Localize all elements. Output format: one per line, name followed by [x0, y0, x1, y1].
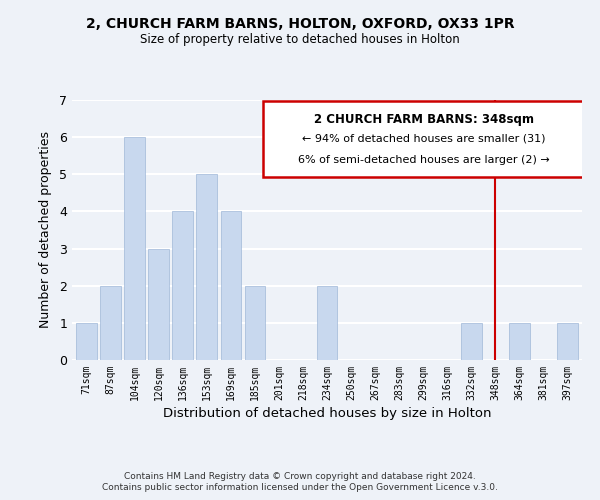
Bar	[557, 323, 578, 360]
Bar	[461, 323, 482, 360]
Bar	[196, 174, 217, 360]
Bar	[124, 137, 145, 360]
Bar	[245, 286, 265, 360]
Text: 2 CHURCH FARM BARNS: 348sqm: 2 CHURCH FARM BARNS: 348sqm	[314, 113, 534, 126]
Text: Size of property relative to detached houses in Holton: Size of property relative to detached ho…	[140, 32, 460, 46]
FancyBboxPatch shape	[263, 102, 584, 176]
Bar	[221, 212, 241, 360]
Bar	[317, 286, 337, 360]
Bar	[509, 323, 530, 360]
X-axis label: Distribution of detached houses by size in Holton: Distribution of detached houses by size …	[163, 407, 491, 420]
Bar	[76, 323, 97, 360]
Y-axis label: Number of detached properties: Number of detached properties	[39, 132, 52, 328]
Text: Contains public sector information licensed under the Open Government Licence v.: Contains public sector information licen…	[102, 484, 498, 492]
Text: ← 94% of detached houses are smaller (31): ← 94% of detached houses are smaller (31…	[302, 134, 545, 144]
Bar	[148, 248, 169, 360]
Bar	[172, 212, 193, 360]
Text: 6% of semi-detached houses are larger (2) →: 6% of semi-detached houses are larger (2…	[298, 154, 550, 164]
Text: 2, CHURCH FARM BARNS, HOLTON, OXFORD, OX33 1PR: 2, CHURCH FARM BARNS, HOLTON, OXFORD, OX…	[86, 18, 514, 32]
Bar	[100, 286, 121, 360]
Text: Contains HM Land Registry data © Crown copyright and database right 2024.: Contains HM Land Registry data © Crown c…	[124, 472, 476, 481]
